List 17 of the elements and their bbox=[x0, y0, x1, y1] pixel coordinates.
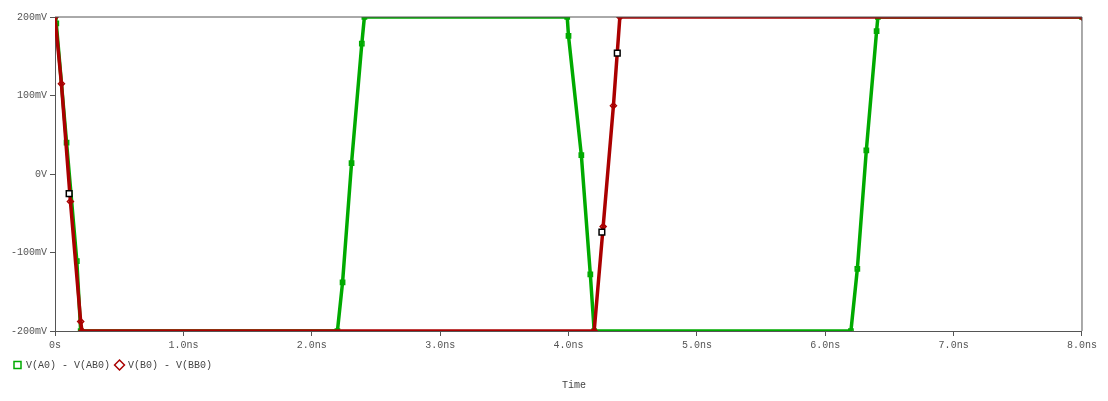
y-tick-label: 100mV bbox=[16, 90, 48, 102]
y-tick-label: -100mV bbox=[10, 247, 48, 259]
y-tick-label: 200mV bbox=[16, 11, 48, 23]
x-tick-label: 2.0ns bbox=[296, 339, 327, 351]
x-tick-label: 3.0ns bbox=[425, 339, 456, 351]
y-tick-label: 0V bbox=[34, 168, 48, 180]
x-tick-label: 4.0ns bbox=[553, 339, 584, 351]
x-tick-label: 7.0ns bbox=[938, 339, 969, 351]
legend-label: V(B0) - V(BB0) bbox=[128, 359, 213, 371]
x-tick-label: 0s bbox=[49, 339, 62, 351]
x-tick-label: 5.0ns bbox=[681, 339, 712, 351]
x-tick-label: 1.0ns bbox=[168, 339, 199, 351]
x-tick-label: 6.0ns bbox=[810, 339, 841, 351]
x-axis-title: Time bbox=[561, 380, 587, 391]
y-tick-label: -200mV bbox=[10, 325, 48, 337]
x-tick-label: 8.0ns bbox=[1066, 339, 1098, 351]
legend-label: V(A0) - V(AB0) bbox=[26, 359, 111, 371]
